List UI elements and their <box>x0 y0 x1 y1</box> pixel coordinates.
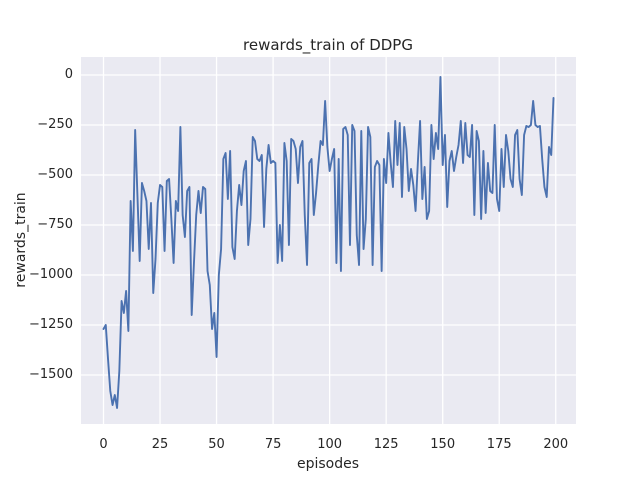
x-tick-label: 100 <box>317 437 343 452</box>
y-tick-label: −1250 <box>29 317 73 332</box>
y-tick-label: −750 <box>37 217 73 232</box>
y-tick-label: −1500 <box>29 367 73 382</box>
x-tick-label: 25 <box>151 437 169 452</box>
x-tick-label: 75 <box>264 437 282 452</box>
x-tick-label: 125 <box>373 437 399 452</box>
chart-title: rewards_train of DDPG <box>243 36 413 54</box>
y-tick-label: −500 <box>37 167 73 182</box>
x-tick-label: 200 <box>543 437 569 452</box>
y-tick-label: 0 <box>64 67 73 82</box>
x-tick-label: 50 <box>208 437 225 452</box>
x-tick-label: 150 <box>430 437 456 452</box>
reward-line <box>102 76 555 409</box>
plot-area <box>81 57 576 424</box>
y-tick-label: −250 <box>37 117 73 132</box>
x-tick-label: 0 <box>99 437 108 452</box>
y-tick-label: −1000 <box>29 267 73 282</box>
x-axis-label: episodes <box>296 456 360 472</box>
x-tick-label: 175 <box>486 437 512 452</box>
